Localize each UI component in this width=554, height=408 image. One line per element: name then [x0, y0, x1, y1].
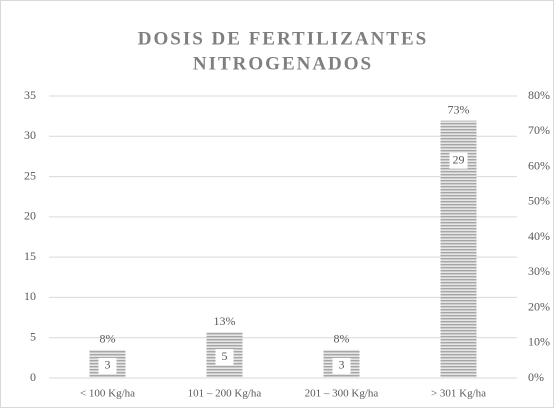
data-label: 13%: [214, 314, 236, 328]
y-tick-label: 20: [24, 209, 36, 223]
data-label: 8%: [334, 332, 350, 346]
y-tick-label: 10: [24, 289, 36, 303]
count-label: 29: [453, 152, 465, 166]
y-tick-label: 25: [24, 168, 36, 182]
y2-tick-label: 10%: [528, 335, 550, 349]
count-label: 5: [222, 349, 228, 363]
y2-tick-label: 20%: [528, 299, 550, 313]
x-tick-label: 101 – 200 Kg/ha: [188, 388, 262, 400]
y2-tick-label: 30%: [528, 264, 550, 278]
y-tick-label: 30: [24, 128, 36, 142]
count-label-box: [332, 357, 351, 374]
count-label-box: [98, 357, 117, 374]
count-label-box: [449, 152, 468, 169]
y2-tick-label: 40%: [528, 229, 550, 243]
y-tick-label: 5: [30, 329, 36, 343]
chart-title: NITROGENADOS: [193, 53, 373, 74]
y-tick-label: 0: [30, 370, 36, 384]
data-label: 73%: [448, 102, 470, 116]
x-tick-label: > 301 Kg/ha: [431, 388, 486, 400]
y-tick-label: 15: [24, 249, 36, 263]
x-tick-label: 201 – 300 Kg/ha: [305, 388, 379, 400]
y2-tick-label: 0%: [528, 370, 544, 384]
y2-tick-label: 60%: [528, 158, 550, 172]
chart-title: DOSIS DE FERTILIZANTES: [138, 28, 428, 49]
count-label: 3: [105, 358, 111, 372]
x-tick-label: < 100 Kg/ha: [80, 388, 135, 400]
y2-tick-label: 70%: [528, 123, 550, 137]
y2-tick-label: 50%: [528, 194, 550, 208]
y-tick-label: 35: [24, 88, 36, 102]
count-label-box: [215, 349, 234, 366]
data-label: 8%: [100, 332, 116, 346]
y2-tick-label: 80%: [528, 88, 550, 102]
count-label: 3: [339, 358, 345, 372]
